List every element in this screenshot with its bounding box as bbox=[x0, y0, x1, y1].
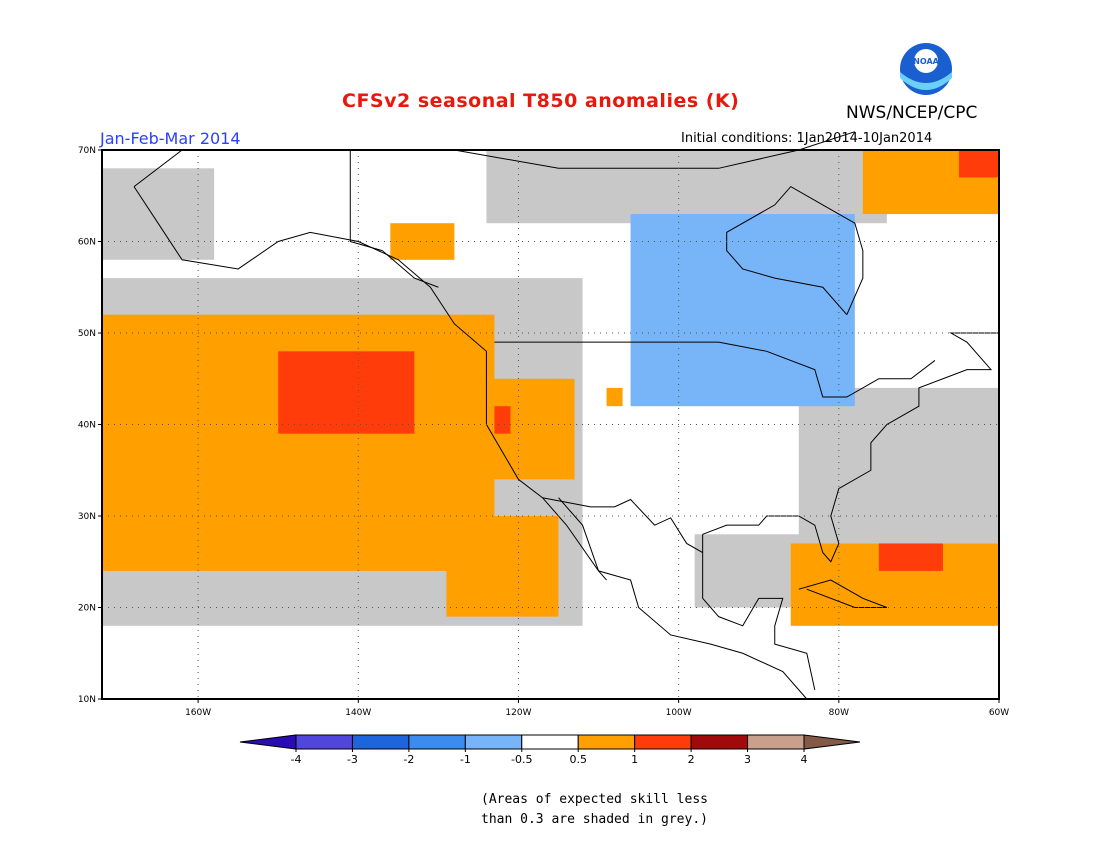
lon-tick-label: 100W bbox=[666, 708, 692, 718]
lon-tick-label: 160W bbox=[185, 708, 211, 718]
lat-tick-label: 70N bbox=[78, 146, 96, 156]
lon-tick-label: 60W bbox=[989, 708, 1009, 718]
lon-tick-label: 140W bbox=[345, 708, 371, 718]
coastline bbox=[726, 185, 864, 316]
noaa-logo: NOAA bbox=[894, 42, 958, 96]
colorbar-segment bbox=[408, 734, 466, 750]
colorbar-segment bbox=[521, 734, 579, 750]
colorbar-label: 4 bbox=[801, 753, 808, 766]
coastline bbox=[558, 497, 607, 581]
colorbar-label: 1 bbox=[631, 753, 638, 766]
coastline bbox=[702, 534, 816, 690]
noaa-logo-text: NOAA bbox=[913, 57, 939, 66]
lat-tick-label: 30N bbox=[78, 512, 96, 522]
lat-tick-label: 40N bbox=[78, 421, 96, 431]
colorbar-segment bbox=[295, 734, 353, 750]
colorbar-label: -2 bbox=[403, 753, 414, 766]
colorbar-low-arrow bbox=[239, 734, 297, 750]
anomaly-region bbox=[390, 223, 455, 260]
colorbar-label: 0.5 bbox=[569, 753, 587, 766]
anomaly-region bbox=[486, 150, 887, 224]
colorbar-segment bbox=[464, 734, 523, 750]
anomaly-region bbox=[958, 150, 999, 178]
us-canada-border bbox=[494, 341, 936, 398]
lat-tick-label: 20N bbox=[78, 604, 96, 614]
colorbar-label: 2 bbox=[688, 753, 695, 766]
colorbar-label: -3 bbox=[347, 753, 358, 766]
lat-tick-label: 60N bbox=[78, 238, 96, 248]
colorbar-label: 3 bbox=[744, 753, 751, 766]
anomaly-region bbox=[446, 516, 559, 617]
colorbar-high-arrow bbox=[803, 734, 861, 750]
lat-tick-label: 10N bbox=[78, 695, 96, 705]
colorbar-segment bbox=[747, 734, 805, 750]
anomaly-region bbox=[606, 387, 623, 407]
anomaly-region bbox=[798, 387, 999, 544]
organization-label: NWS/NCEP/CPC bbox=[846, 103, 978, 123]
cuba-coastline bbox=[798, 579, 888, 608]
colorbar-segment bbox=[577, 734, 636, 750]
alaska-border bbox=[349, 150, 439, 288]
anomaly-region bbox=[878, 543, 943, 571]
coastline bbox=[702, 332, 999, 563]
colorbar-label: -4 bbox=[291, 753, 302, 766]
anomaly-region bbox=[478, 378, 575, 480]
initial-conditions-label: Initial conditions: 1Jan2014-10Jan2014 bbox=[681, 131, 933, 146]
anomaly-region bbox=[494, 406, 511, 434]
anomaly-region bbox=[630, 214, 855, 407]
colorbar-label: -1 bbox=[460, 753, 471, 766]
map-title: CFSv2 seasonal T850 anomalies (K) bbox=[342, 90, 740, 112]
skill-note-line-2: than 0.3 are shaded in grey.) bbox=[481, 812, 708, 827]
anomaly-region bbox=[102, 168, 215, 260]
lon-tick-label: 80W bbox=[829, 708, 849, 718]
colorbar-segment bbox=[634, 734, 692, 750]
anomaly-region bbox=[278, 351, 415, 434]
skill-note-line-1: (Areas of expected skill less bbox=[481, 792, 708, 807]
lat-tick-label: 50N bbox=[78, 329, 96, 339]
colorbar-label: -0.5 bbox=[511, 753, 532, 766]
colorbar-segment bbox=[690, 734, 749, 750]
us-mexico-border bbox=[542, 497, 703, 554]
season-label: Jan-Feb-Mar 2014 bbox=[100, 129, 241, 148]
lon-tick-label: 120W bbox=[505, 708, 531, 718]
colorbar-segment bbox=[351, 734, 410, 750]
